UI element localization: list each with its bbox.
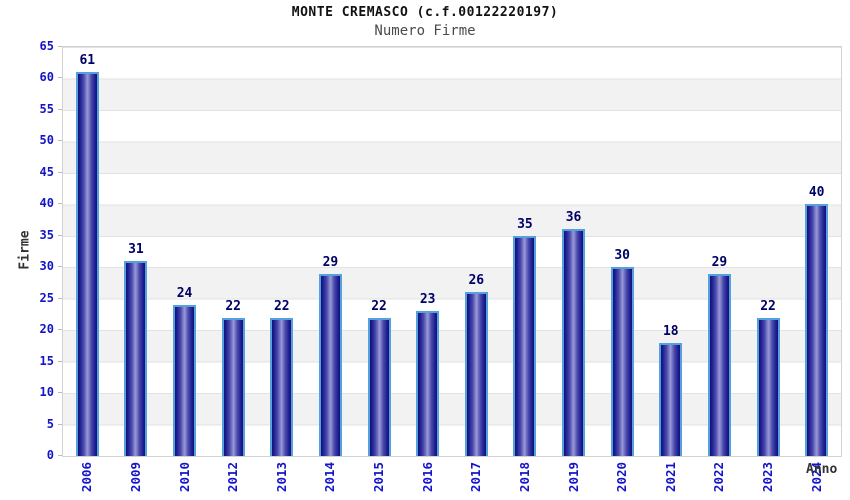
- bar-value-label: 36: [565, 210, 582, 226]
- bar-value-label: 26: [468, 273, 485, 289]
- y-axis-ticks: 0 5 10 15 20 25 30 35 40 45 50 55 60 65: [0, 39, 54, 462]
- bar-2016[interactable]: [416, 311, 440, 456]
- bar-2009[interactable]: [124, 260, 148, 456]
- bar-value-label: 61: [79, 53, 96, 69]
- bar-value-label: 22: [371, 298, 387, 314]
- x-tick-label: 2019: [565, 461, 581, 493]
- y-tick-mark: [58, 266, 62, 268]
- y-tick-label: 30: [39, 259, 54, 274]
- x-tick-label: 2023: [760, 461, 776, 493]
- bar-value-label: 29: [322, 254, 339, 270]
- y-tick-label: 60: [39, 70, 54, 85]
- bar-2019[interactable]: [562, 229, 586, 456]
- x-tick-label: 2018: [516, 461, 532, 493]
- y-tick-mark: [58, 392, 62, 394]
- y-tick-mark: [58, 234, 62, 236]
- y-tick-label: 20: [39, 322, 54, 337]
- x-tick-label: 2014: [322, 461, 338, 493]
- x-tick-label: 2016: [419, 461, 435, 493]
- bar-2006[interactable]: [75, 72, 99, 456]
- y-tick-label: 0: [46, 448, 54, 462]
- y-tick-mark: [58, 360, 62, 362]
- bar-2012[interactable]: [221, 317, 245, 456]
- bar-value-label: 23: [419, 292, 436, 308]
- y-tick-mark: [58, 455, 62, 456]
- y-tick-label: 55: [39, 101, 54, 116]
- bar-value-label: 24: [176, 286, 193, 301]
- y-tick-mark: [58, 108, 62, 110]
- y-tick-mark: [58, 77, 62, 79]
- y-tick-mark: [58, 297, 62, 299]
- x-axis-title: Anno: [806, 462, 838, 477]
- bar-2024[interactable]: [805, 204, 829, 456]
- bar-2023[interactable]: [756, 317, 780, 456]
- y-tick-label: 15: [39, 353, 54, 368]
- y-tick-label: 65: [39, 39, 54, 53]
- y-tick-mark: [58, 203, 62, 205]
- x-tick-label: 2022: [711, 461, 727, 493]
- x-tick-label: 2015: [371, 461, 387, 493]
- y-tick-mark: [58, 140, 62, 142]
- x-tick-label: 2010: [176, 461, 192, 493]
- bar-2018[interactable]: [513, 235, 537, 456]
- bar-value-label: 29: [711, 254, 728, 270]
- plot-area: 61 2006 31 2009 24 2010 22 2012 22 2013 29 2014 22 20…: [62, 46, 842, 492]
- y-tick-label: 50: [39, 133, 54, 148]
- y-tick-label: 25: [39, 290, 54, 305]
- bar-2010[interactable]: [173, 305, 197, 456]
- bar-2015[interactable]: [367, 317, 391, 456]
- bar-2021[interactable]: [659, 342, 683, 456]
- bar-value-label: 40: [808, 185, 825, 201]
- y-tick-label: 10: [39, 385, 54, 400]
- chart-subtitle: Numero Firme: [374, 23, 476, 39]
- bar-2013[interactable]: [270, 317, 294, 456]
- x-tick-label: 2006: [79, 461, 95, 493]
- bar-2014[interactable]: [318, 273, 342, 456]
- x-tick-label: 2021: [662, 461, 678, 493]
- y-tick-label: 45: [39, 164, 54, 179]
- bar-value-label: 31: [128, 241, 144, 257]
- bar-2017[interactable]: [464, 292, 488, 456]
- x-tick-label: 2009: [127, 461, 143, 493]
- bar-value-label: 30: [614, 248, 631, 264]
- bar-2020[interactable]: [610, 267, 634, 456]
- bar-2022[interactable]: [707, 273, 731, 456]
- bar-value-label: 22: [273, 298, 290, 314]
- y-tick-label: 5: [46, 416, 54, 431]
- y-tick-label: 35: [39, 227, 54, 242]
- bar-value-label: 22: [760, 298, 776, 314]
- y-tick-mark: [58, 171, 62, 173]
- x-tick-label: 2012: [225, 461, 241, 493]
- x-tick-label: 2017: [468, 461, 484, 493]
- bar-value-label: 18: [662, 323, 679, 339]
- bar-value-label: 35: [517, 216, 533, 232]
- y-tick-label: 40: [39, 196, 54, 211]
- y-tick-mark: [58, 423, 62, 425]
- x-tick-label: 2013: [273, 461, 289, 493]
- x-tick-label: 2020: [614, 461, 630, 493]
- bar-value-label: 22: [225, 298, 242, 314]
- chart-title: MONTE CREMASCO (c.f.00122220197): [291, 5, 559, 20]
- y-tick-mark: [58, 46, 62, 47]
- y-tick-mark: [58, 329, 62, 331]
